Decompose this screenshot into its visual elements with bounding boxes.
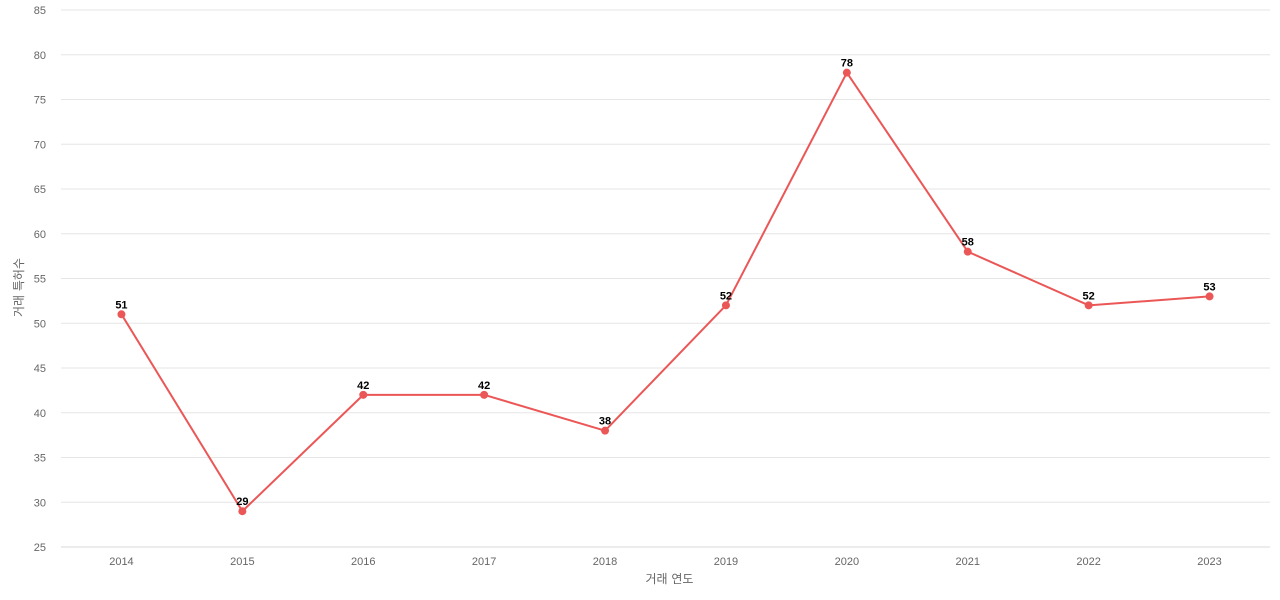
x-tick-label: 2014 — [109, 556, 133, 568]
y-tick-label: 40 — [34, 408, 46, 420]
y-tick-label: 35 — [34, 453, 46, 465]
series — [117, 68, 1214, 516]
x-tick-label: 2021 — [956, 556, 980, 568]
x-tick-label: 2016 — [351, 556, 375, 568]
y-tick-label: 85 — [34, 5, 46, 17]
grid — [61, 9, 1270, 548]
y-tick-label: 55 — [34, 274, 46, 286]
x-tick-label: 2015 — [230, 556, 254, 568]
y-axis-ticks: 25 30 35 40 45 50 55 60 65 70 75 80 85 — [34, 5, 46, 554]
data-label: 58 — [962, 237, 974, 249]
y-tick-label: 45 — [34, 363, 46, 375]
data-label: 52 — [1083, 290, 1095, 302]
data-point[interactable] — [601, 426, 610, 435]
x-tick-label: 2023 — [1197, 556, 1221, 568]
data-point[interactable] — [117, 310, 126, 319]
data-point[interactable] — [1205, 292, 1214, 301]
y-axis-title: 거래 특허수 — [12, 258, 26, 317]
data-point[interactable] — [1084, 301, 1093, 310]
y-tick-label: 50 — [34, 318, 46, 330]
data-label: 42 — [478, 380, 490, 392]
data-label: 51 — [115, 299, 127, 311]
x-tick-label: 2017 — [472, 556, 496, 568]
data-point[interactable] — [480, 390, 489, 399]
data-point[interactable] — [963, 247, 972, 256]
data-label: 53 — [1203, 281, 1215, 293]
data-label: 29 — [236, 496, 248, 508]
data-label: 78 — [841, 58, 853, 70]
data-point[interactable] — [721, 301, 730, 310]
x-tick-label: 2019 — [714, 556, 738, 568]
data-label: 42 — [357, 380, 369, 392]
y-tick-label: 70 — [34, 139, 46, 151]
y-tick-label: 65 — [34, 184, 46, 196]
y-tick-label: 60 — [34, 229, 46, 241]
x-axis-title: 거래 연도 — [646, 572, 694, 586]
data-labels: 51 29 42 42 38 52 78 58 52 53 — [115, 58, 1215, 509]
data-label: 52 — [720, 290, 732, 302]
x-tick-label: 2018 — [593, 556, 617, 568]
y-tick-label: 25 — [34, 542, 46, 554]
x-tick-label: 2020 — [835, 556, 859, 568]
data-point[interactable] — [238, 507, 247, 516]
x-axis-ticks: 2014 2015 2016 2017 2018 2019 2020 2021 2022 2023 — [109, 556, 1222, 568]
data-point[interactable] — [359, 390, 368, 399]
data-label: 38 — [599, 416, 611, 428]
y-tick-label: 30 — [34, 497, 46, 509]
x-tick-label: 2022 — [1076, 556, 1100, 568]
series-line — [120, 71, 1210, 513]
data-point[interactable] — [842, 68, 851, 77]
y-tick-label: 80 — [34, 50, 46, 62]
y-tick-label: 75 — [34, 95, 46, 107]
